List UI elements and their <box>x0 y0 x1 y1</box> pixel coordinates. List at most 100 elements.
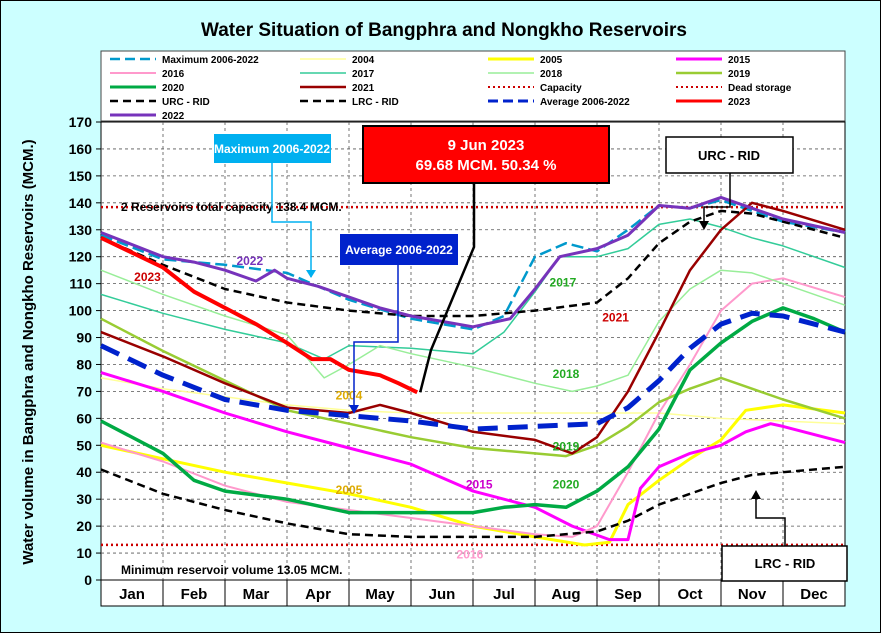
legend-label-capacity: Capacity <box>540 83 582 94</box>
legend: Maximum 2006-2022 2004 2005 2015 2016 2017 201… <box>110 55 792 122</box>
legend-label-2015: 2015 <box>728 55 751 66</box>
month-label: Feb <box>181 586 208 603</box>
series-line-y2023 <box>100 235 419 395</box>
y-axis-label: Water volume in Bangphra and Nongkho Res… <box>20 139 37 564</box>
urc-pointer-arrow <box>699 221 709 230</box>
avg-pointer-arrow <box>349 405 359 414</box>
avg-pointer <box>353 265 399 412</box>
month-label: Aug <box>551 586 580 603</box>
month-label: Apr <box>305 586 331 603</box>
legend-label-2023: 2023 <box>728 97 751 108</box>
series-label: 2018 <box>553 367 580 381</box>
month-label: Jul <box>493 586 515 603</box>
series-label: 2016 <box>457 547 484 561</box>
month-label: Dec <box>800 586 828 603</box>
lrc-pointer-arrow <box>751 490 761 499</box>
legend-label-2004: 2004 <box>352 55 375 66</box>
y-tick-label: 30 <box>76 491 92 507</box>
lrc-box-label: LRC - RID <box>755 556 816 571</box>
current-value-text: 69.68 MCM. 50.34 % <box>416 157 557 174</box>
month-label: May <box>365 586 395 603</box>
legend-label-2019: 2019 <box>728 69 751 80</box>
legend-label-average-2006-2022: Average 2006-2022 <box>540 97 630 108</box>
y-tick-label: 80 <box>76 356 92 372</box>
urc-box <box>665 136 794 174</box>
series-line-urc <box>100 209 846 318</box>
y-tick-label: 90 <box>76 330 92 346</box>
avg-box-label: Average 2006-2022 <box>345 243 453 257</box>
month-label: Jan <box>119 586 145 603</box>
annotations: 2 Reservoirs total capacity 138.4 MCM. Mi… <box>121 125 848 582</box>
series-line-y2022 <box>100 195 846 329</box>
y-tick-label: 150 <box>69 168 93 184</box>
max-box-label: Maximum 2006-2022 <box>214 142 330 156</box>
month-label: Sep <box>614 586 642 603</box>
series-line-y2018 <box>100 269 846 393</box>
avg-box <box>340 234 458 265</box>
legend-label-2016: 2016 <box>162 69 185 80</box>
urc-box-label: URC - RID <box>698 148 760 163</box>
series-line-lrc <box>100 465 846 539</box>
current-value-box <box>362 125 610 184</box>
current-date-text: 9 Jun 2023 <box>448 137 525 154</box>
series-line-y2005 <box>100 403 846 547</box>
series-label: 2015 <box>466 477 493 491</box>
series-label: 2020 <box>553 477 580 491</box>
y-axis-ticks: 0 10 20 30 40 50 60 70 80 90 100 110 120 130 140 150 160… <box>69 114 101 588</box>
series-line-avg <box>99 310 846 432</box>
legend-label-2017: 2017 <box>352 69 375 80</box>
y-tick-label: 20 <box>76 518 92 534</box>
series-lines <box>99 195 846 547</box>
legend-label-2005: 2005 <box>540 55 563 66</box>
y-tick-label: 100 <box>69 303 93 319</box>
series-line-y2015 <box>100 371 846 542</box>
legend-label-dead-storage: Dead storage <box>728 83 792 94</box>
legend-label-2021: 2021 <box>352 83 375 94</box>
y-tick-label: 0 <box>84 572 92 588</box>
series-label: 2021 <box>602 310 629 324</box>
y-tick-label: 10 <box>76 545 92 561</box>
month-label: Oct <box>677 586 702 603</box>
capacity-note: 2 Reservoirs total capacity 138.4 MCM. <box>121 200 342 214</box>
max-pointer <box>271 163 312 277</box>
max-box <box>214 134 331 163</box>
y-tick-label: 60 <box>76 410 92 426</box>
lrc-box <box>721 545 848 582</box>
month-label: Nov <box>738 586 767 603</box>
y-tick-label: 160 <box>69 141 93 157</box>
y-tick-label: 170 <box>69 114 93 130</box>
y-tick-label: 40 <box>76 464 92 480</box>
legend-label-urc-rid: URC - RID <box>162 97 210 108</box>
lrc-pointer <box>755 494 786 546</box>
legend-label-maximum-2006-2022: Maximum 2006-2022 <box>162 55 259 66</box>
series-label: 2005 <box>336 483 363 497</box>
legend-label-2022: 2022 <box>162 111 185 122</box>
series-label: 2023 <box>134 270 161 284</box>
y-tick-label: 130 <box>69 222 93 238</box>
series-label: 2004 <box>336 388 363 402</box>
legend-label-2018: 2018 <box>540 69 563 80</box>
y-tick-label: 110 <box>69 276 92 292</box>
series-label: 2019 <box>553 440 580 454</box>
current-value-pointer <box>418 183 476 393</box>
y-tick-label: 50 <box>76 437 92 453</box>
legend-label-lrc-rid: LRC - RID <box>352 97 399 108</box>
y-tick-label: 70 <box>76 383 92 399</box>
month-label: Jun <box>429 586 456 603</box>
series-line-y2004 <box>100 377 846 425</box>
chart-title: Water Situation of Bangphra and Nongkho … <box>201 20 687 41</box>
max-pointer-arrow <box>306 270 316 278</box>
x-axis-months: Jan Feb Mar Apr May Jun Jul Aug Sep Oct Nov Dec <box>100 579 846 607</box>
series-label: 2017 <box>550 275 577 289</box>
series-line-y2021 <box>100 201 846 455</box>
series-labels: 2023 2022 2017 2021 2018 2004 2019 2015 2020 2005… <box>134 254 629 562</box>
month-label: Mar <box>243 586 270 603</box>
legend-label-2020: 2020 <box>162 83 185 94</box>
urc-pointer <box>703 173 731 226</box>
y-tick-label: 140 <box>69 195 93 211</box>
series-label: 2022 <box>236 254 263 268</box>
series-line-y2020 <box>100 306 846 515</box>
dead-storage-note: Minimum reservoir volume 13.05 MCM. <box>121 563 342 577</box>
y-tick-label: 120 <box>69 249 93 265</box>
